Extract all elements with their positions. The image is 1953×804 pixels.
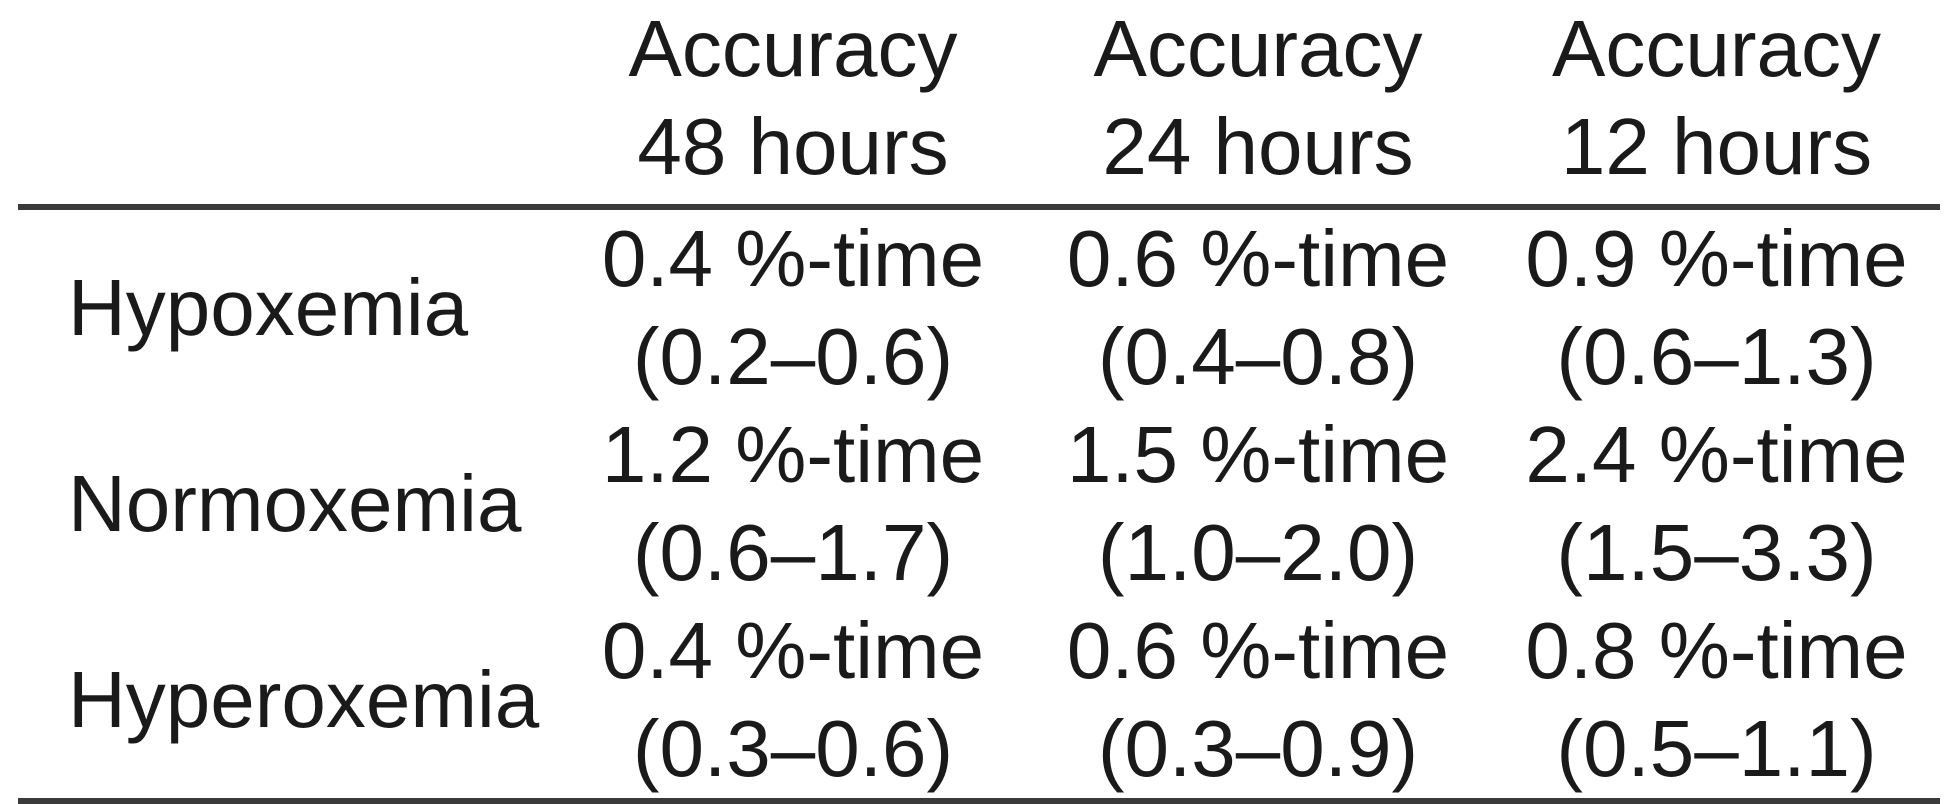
accuracy-table-container: Accuracy 48 hours Accuracy 24 hours Accu… [18, 0, 1940, 804]
cell-value: 0.4 %-time [601, 606, 985, 695]
cell-range: (0.6–1.7) [632, 508, 954, 597]
table-cell: 0.6 %-time (0.3–0.9) [1023, 602, 1493, 804]
header-corner-cell [18, 0, 563, 210]
header-line-1: Accuracy [1552, 4, 1881, 93]
cell-range: (1.5–3.3) [1556, 508, 1877, 597]
header-line-2: 24 hours [1102, 102, 1414, 191]
cell-value: 1.5 %-time [1066, 410, 1450, 499]
cell-value: 0.8 %-time [1525, 606, 1908, 695]
cell-range: (0.3–0.6) [632, 704, 954, 793]
table-row-normoxemia: Normoxemia 1.2 %-time (0.6–1.7) 1.5 %-ti… [18, 406, 1940, 602]
table-header: Accuracy 48 hours Accuracy 24 hours Accu… [18, 0, 1940, 210]
table-cell: 0.4 %-time (0.2–0.6) [563, 207, 1023, 406]
cell-value: 2.4 %-time [1525, 410, 1908, 499]
cell-range: (0.6–1.3) [1556, 312, 1877, 401]
table-cell: 2.4 %-time (1.5–3.3) [1493, 406, 1940, 602]
header-accuracy-12h: Accuracy 12 hours [1493, 0, 1940, 210]
table-cell: 1.2 %-time (0.6–1.7) [563, 406, 1023, 602]
cell-value: 1.2 %-time [601, 410, 985, 499]
cell-range: (0.5–1.1) [1556, 704, 1877, 793]
cell-range: (0.3–0.9) [1097, 704, 1419, 793]
row-label: Hypoxemia [68, 263, 469, 352]
table-cell: 1.5 %-time (1.0–2.0) [1023, 406, 1493, 602]
table-cell: 0.8 %-time (0.5–1.1) [1493, 602, 1940, 804]
table-cell: 0.4 %-time (0.3–0.6) [563, 602, 1023, 804]
header-line-1: Accuracy [628, 4, 958, 93]
header-accuracy-48h: Accuracy 48 hours [563, 0, 1023, 210]
cell-value: 0.6 %-time [1066, 214, 1450, 303]
header-line-2: 48 hours [637, 102, 949, 191]
cell-range: (0.2–0.6) [632, 312, 954, 401]
row-label: Hyperoxemia [18, 602, 563, 804]
table-row-hypoxemia: Hypoxemia 0.4 %-time (0.2–0.6) 0.6 %-tim… [18, 207, 1940, 406]
row-label: Normoxemia [68, 459, 522, 548]
header-line-2: 12 hours [1560, 102, 1873, 191]
table-body: Hypoxemia 0.4 %-time (0.2–0.6) 0.6 %-tim… [18, 207, 1940, 804]
cell-value: 0.4 %-time [601, 214, 985, 303]
cell-range: (0.4–0.8) [1097, 312, 1419, 401]
header-accuracy-24h: Accuracy 24 hours [1023, 0, 1493, 210]
header-line-1: Accuracy [1093, 4, 1423, 93]
cell-value: 0.9 %-time [1525, 214, 1908, 303]
table-cell: 0.9 %-time (0.6–1.3) [1493, 207, 1940, 406]
cell-value: 0.6 %-time [1066, 606, 1450, 695]
table-cell: 0.6 %-time (0.4–0.8) [1023, 207, 1493, 406]
header-row: Accuracy 48 hours Accuracy 24 hours Accu… [18, 0, 1940, 210]
cell-range: (1.0–2.0) [1097, 508, 1419, 597]
table-row-hyperoxemia: Hyperoxemia 0.4 %-time (0.3–0.6) 0.6 %-t… [18, 602, 1940, 804]
accuracy-table: Accuracy 48 hours Accuracy 24 hours Accu… [18, 0, 1940, 804]
